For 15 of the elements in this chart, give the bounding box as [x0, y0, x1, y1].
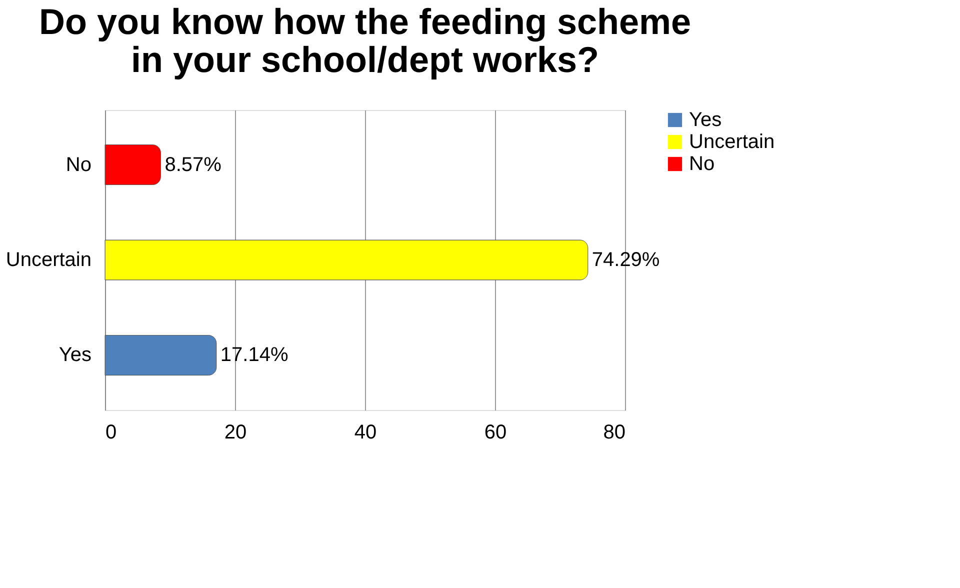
chart-title: Do you know how the feeding scheme in your school/dept works? — [38, 1, 692, 80]
x-tick-label: 40 — [354, 422, 377, 444]
legend-label: Yes — [689, 109, 722, 131]
y-tick-label: No — [66, 154, 92, 176]
x-tick-label: 0 — [106, 422, 117, 444]
legend-label: No — [689, 153, 715, 175]
x-tick-label: 60 — [484, 422, 507, 444]
data-label: 17.14% — [220, 344, 288, 366]
data-label: 74.29% — [592, 249, 660, 271]
y-tick-label: Uncertain — [6, 249, 92, 271]
y-tick-label: Yes — [58, 344, 92, 366]
x-tick-label: 80 — [603, 422, 626, 444]
x-tick-label: 20 — [224, 422, 247, 444]
legend-label: Uncertain — [689, 131, 775, 153]
data-label: 8.57% — [164, 154, 222, 176]
